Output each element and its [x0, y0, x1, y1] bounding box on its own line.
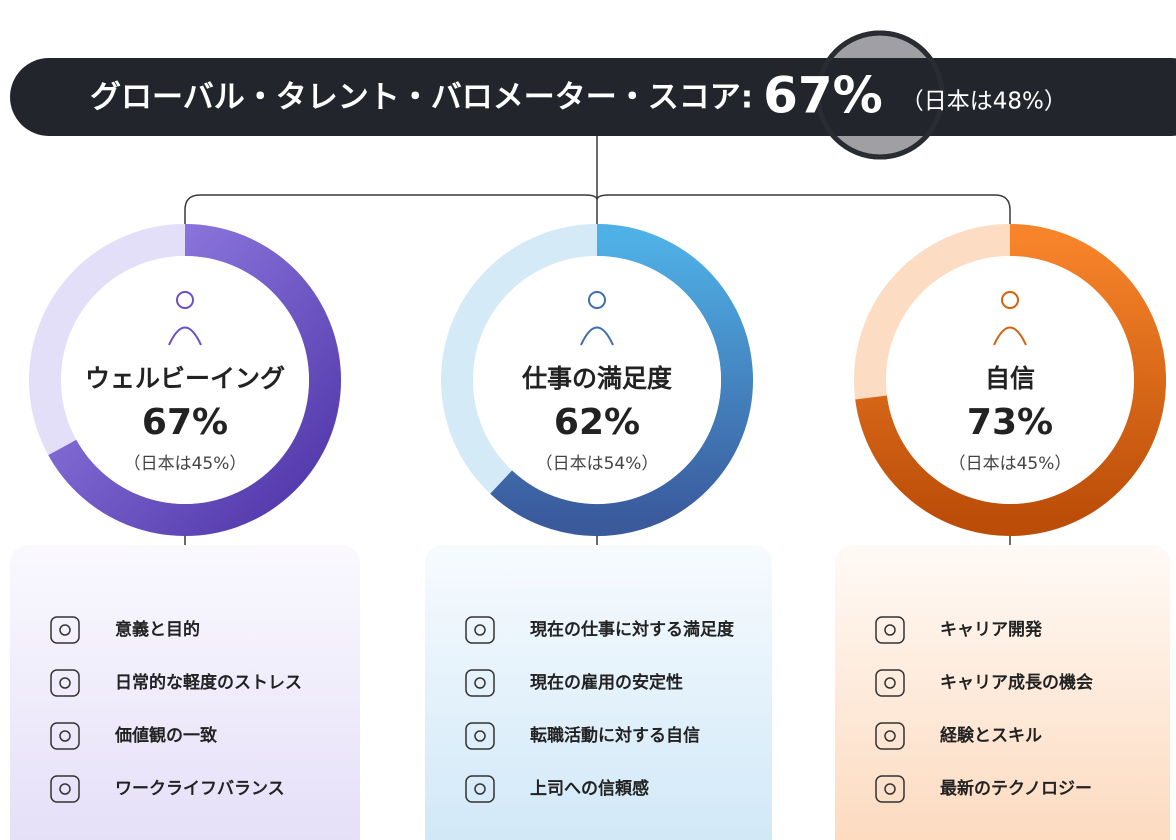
header-bar [10, 58, 1176, 136]
pillar-name: ウェルビーイング [85, 364, 285, 393]
item-icon [474, 730, 486, 742]
item-label: キャリア開発 [940, 619, 1043, 640]
pillar-icon [993, 326, 1027, 346]
item-icon [465, 669, 495, 697]
pillar-japan: （日本は45%） [949, 454, 1072, 474]
item-icon [884, 677, 896, 689]
item-icon [50, 775, 80, 803]
header-score: 67% [763, 67, 883, 125]
pillar-japan: （日本は45%） [124, 454, 247, 474]
pillar-value: 62% [554, 402, 640, 443]
header-title: グローバル・タレント・バロメーター・スコア: [90, 80, 753, 116]
donut-arc [48, 224, 341, 536]
item-icon [884, 783, 896, 795]
item-icon [59, 677, 71, 689]
item-icon [465, 775, 495, 803]
item-icon [465, 616, 495, 644]
pillar-value: 67% [142, 402, 228, 443]
pillar-icon [176, 291, 194, 309]
item-label: 現在の仕事に対する満足度 [530, 619, 735, 640]
donut-center [886, 256, 1134, 504]
item-icon [474, 677, 486, 689]
item-icon [50, 669, 80, 697]
header-japan: （日本は48%） [901, 89, 1067, 115]
donut-center [473, 256, 721, 504]
pillar-name: 仕事の満足度 [521, 364, 672, 393]
donut-arc [855, 224, 1166, 536]
pillar-icon [168, 326, 202, 346]
donut-arc [490, 224, 753, 536]
item-label: 現在の雇用の安定性 [530, 672, 683, 693]
item-label: ワークライフバランス [115, 779, 285, 799]
item-icon [50, 722, 80, 750]
item-icon [875, 616, 905, 644]
pillar-japan: （日本は54%） [536, 454, 659, 474]
item-label: 価値観の一致 [114, 725, 218, 746]
item-icon [884, 624, 896, 636]
pillar-icon [1001, 291, 1019, 309]
item-icon [474, 624, 486, 636]
item-icon [50, 616, 80, 644]
item-label: 最新のテクノロジー [940, 778, 1092, 799]
item-icon [59, 730, 71, 742]
score-badge-ring [815, 30, 945, 160]
item-icon [875, 775, 905, 803]
item-icon [875, 669, 905, 697]
pillar-icon [580, 326, 614, 346]
pillar-name: 自信 [985, 364, 1035, 393]
item-box [835, 545, 1170, 840]
item-label: 意義と目的 [115, 619, 200, 640]
item-icon [465, 722, 495, 750]
item-label: 日常的な軽度のストレス [115, 672, 302, 693]
item-icon [875, 722, 905, 750]
item-icon [474, 783, 486, 795]
item-icon [59, 783, 71, 795]
item-icon [59, 624, 71, 636]
item-label: 上司への信頼感 [530, 778, 649, 799]
pillar-icon [588, 291, 606, 309]
donut-center [61, 256, 309, 504]
item-box [10, 545, 360, 840]
item-icon [884, 730, 896, 742]
item-label: 転職活動に対する自信 [530, 725, 700, 746]
item-label: 経験とスキル [940, 725, 1042, 746]
item-box [425, 545, 772, 840]
item-label: キャリア成長の機会 [940, 672, 1093, 693]
pillar-value: 73% [967, 402, 1053, 443]
